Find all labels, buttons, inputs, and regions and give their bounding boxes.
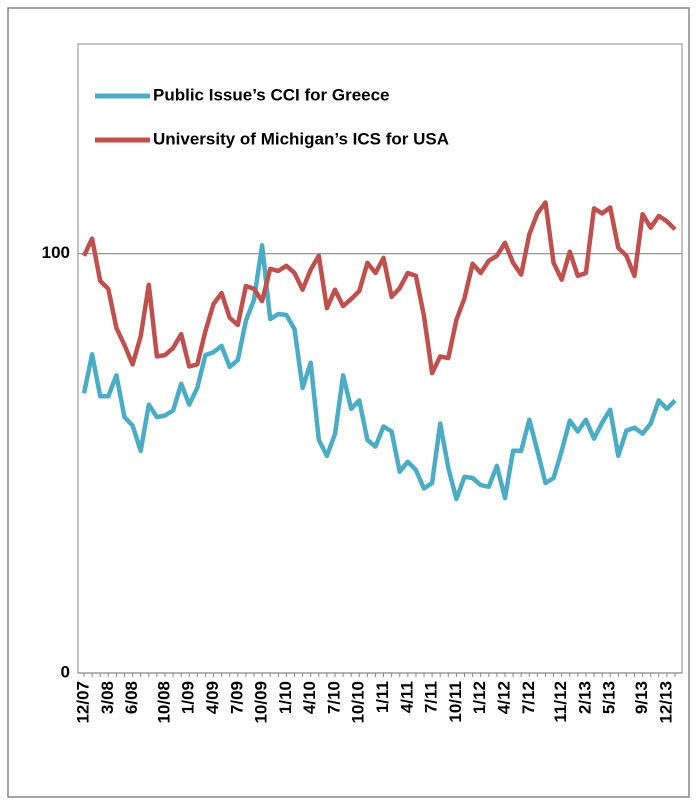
x-tick-label: 6/08 <box>122 681 141 714</box>
x-tick-label: 5/13 <box>600 681 619 714</box>
x-tick-label: 1/12 <box>470 681 489 714</box>
x-tick-label: 2/13 <box>575 681 594 714</box>
x-tick-label: 1/10 <box>276 681 295 714</box>
x-tick-label: 7/09 <box>227 681 246 714</box>
x-tick-label: 1/09 <box>179 681 198 714</box>
x-tick-label: 9/13 <box>632 681 651 714</box>
x-tick-label: 11/12 <box>551 681 570 723</box>
y-tick-label: 0 <box>61 662 70 681</box>
legend-label: University of Michigan’s ICS for USA <box>153 129 449 148</box>
x-tick-label: 10/11 <box>446 681 465 723</box>
x-tick-label: 7/10 <box>324 681 343 714</box>
x-tick-label: 1/11 <box>373 681 392 713</box>
x-tick-label: 10/09 <box>252 681 271 724</box>
series-line <box>81 243 677 502</box>
x-tick-label: 7/11 <box>422 681 441 713</box>
x-tick-label: 12/07 <box>73 681 92 724</box>
x-tick-label: 4/12 <box>494 681 513 714</box>
x-tick-label: 4/11 <box>397 681 416 713</box>
x-tick-label: 10/08 <box>154 681 173 724</box>
x-tick-label: 4/10 <box>300 681 319 714</box>
x-tick-label: 3/08 <box>98 681 117 714</box>
x-tick-label: 12/13 <box>656 681 675 724</box>
x-tick-label: 10/10 <box>349 681 368 724</box>
series-line <box>81 200 677 376</box>
x-tick-label: 7/12 <box>519 681 538 714</box>
y-tick-label: 100 <box>42 243 70 262</box>
x-tick-label: 4/09 <box>203 681 222 714</box>
legend-label: Public Issue’s CCI for Greece <box>153 85 390 104</box>
